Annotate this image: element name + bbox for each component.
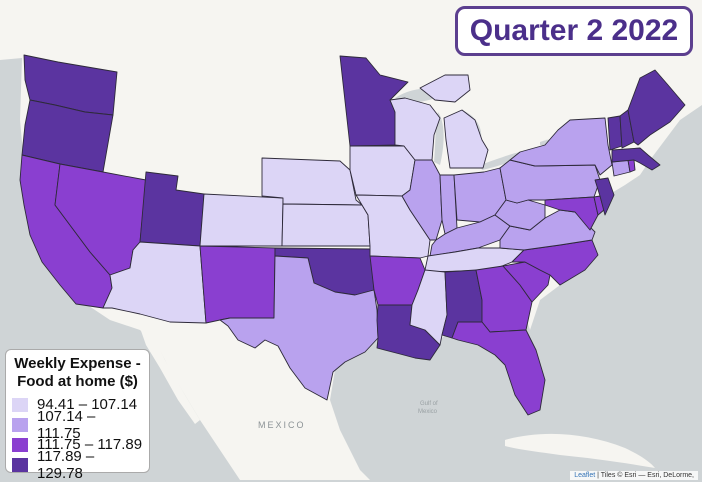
gulf-label-line1: Gulf of	[420, 401, 438, 407]
leaflet-link[interactable]: Leaflet	[574, 472, 595, 479]
legend-swatch	[12, 458, 28, 472]
map-title: Quarter 2 2022	[455, 6, 693, 56]
state-KS[interactable]: KS	[282, 204, 370, 246]
state-PA[interactable]: PA	[500, 160, 600, 203]
legend-label: 117.89 – 129.78	[37, 448, 143, 482]
state-IA[interactable]: IA	[350, 146, 415, 196]
legend-item: 107.14 – 111.75	[12, 415, 143, 434]
legend-title-line1: Weekly Expense -	[12, 355, 143, 373]
legend-swatch	[12, 398, 28, 412]
legend-title-line2: Food at home ($)	[12, 373, 143, 391]
gulf-label-line2: Mexico	[418, 409, 438, 415]
legend-item: 117.89 – 129.78	[12, 455, 143, 474]
attribution-text: | Tiles © Esri — Esri, DeLorme,	[595, 472, 694, 479]
legend: Weekly Expense - Food at home ($) 94.41 …	[5, 349, 150, 473]
attribution: Leaflet | Tiles © Esri — Esri, DeLorme,	[570, 471, 698, 480]
legend-swatch	[12, 418, 28, 432]
state-CO[interactable]: CO	[200, 194, 283, 246]
state-NM[interactable]: NM	[200, 246, 275, 323]
mexico-label: MEXICO	[258, 420, 306, 430]
legend-swatch	[12, 438, 28, 452]
